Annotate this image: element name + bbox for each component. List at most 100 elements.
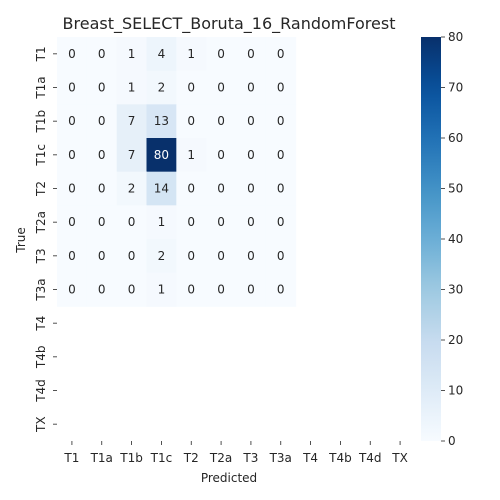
cell-value-label: 0 [217,47,225,61]
cell-value-label: 0 [277,215,285,229]
cell-value-label: 0 [277,148,285,162]
heatmap-cell [176,37,207,72]
cell-value-label: 14 [154,182,169,196]
cell-value-label: 0 [277,47,285,61]
cell-value-label: 0 [277,182,285,196]
heatmap-cell [206,104,237,139]
heatmap-cell [116,239,147,274]
cell-value-label: 0 [98,114,106,128]
x-tick-label: T1c [150,451,173,465]
heatmap-cell [57,70,88,105]
cell-value-label: 0 [187,283,195,297]
heatmap-cell [206,37,237,72]
heatmap-cell [236,205,267,240]
heatmap-cell [176,171,207,206]
heatmap-cell [265,272,297,307]
cell-value-label: 0 [68,249,76,263]
heatmap-cell [116,138,147,173]
heatmap-cell [206,70,237,105]
cell-value-label: 0 [128,283,136,297]
heatmap-cell [86,239,118,274]
heatmap-cell [146,138,177,173]
cell-value-label: 0 [247,148,255,162]
cell-value-label: 7 [128,114,136,128]
heatmap-cell [116,205,147,240]
y-axis-ticks: T1 T1a T1b T1c T2 T2a T3 T3a T4 T4b T4d TX [34,46,57,433]
cell-value-label: 0 [217,249,225,263]
cell-value-label: 0 [277,249,285,263]
colorbar-tick-label: 30 [448,283,463,297]
x-tick-label: T4b [328,451,352,465]
y-tick-label: T2a [34,211,48,234]
heatmap-cell [116,104,147,139]
heatmap-cell [86,138,118,173]
heatmap-cell [146,171,177,206]
x-tick-label: T4d [358,451,382,465]
cell-value-label: 0 [247,249,255,263]
heatmap-cell [86,205,118,240]
x-tick-label: T2a [209,451,232,465]
heatmap-cell [146,239,177,274]
heatmap-cell [206,272,237,307]
cell-value-label: 4 [158,47,166,61]
heatmap-cell [176,104,207,139]
heatmap-cell [176,138,207,173]
x-tick-label: T3 [242,451,258,465]
heatmap-cell [265,171,297,206]
cell-value-label: 0 [217,283,225,297]
heatmap-cell [265,138,297,173]
heatmap-cell [236,239,267,274]
cell-value-label: 0 [98,81,106,95]
heatmap-cell [57,138,88,173]
heatmap-cell [146,37,177,72]
y-axis-label: True [14,227,28,254]
cell-value-label: 0 [217,148,225,162]
heatmap-cell [236,70,267,105]
heatmap-cell [57,171,88,206]
cell-value-labels: 0 0 1 4 1 0 0 00 0 1 2 0 0 0 00 0 7 13 0 0 0 00 0 7 80 1 0 0 00 0 2 14 0… [68,47,284,297]
heatmap-cell [57,272,88,307]
colorbar-tick-label: 80 [448,30,463,44]
heatmap-cell [176,205,207,240]
cell-value-label: 7 [128,148,136,162]
heatmap-cell [146,272,177,307]
cell-value-label: 0 [68,182,76,196]
heatmap-cell [236,272,267,307]
heatmap-cell [176,70,207,105]
y-tick-label: T1 [34,46,48,62]
x-tick-label: T1 [63,451,79,465]
x-tick-label: T3a [269,451,292,465]
heatmap-cell [57,205,88,240]
cell-value-label: 2 [128,182,136,196]
heatmap-cell [116,272,147,307]
cell-value-label: 1 [158,215,166,229]
cell-value-label: 0 [128,215,136,229]
cell-value-label: 0 [217,182,225,196]
cell-value-label: 80 [154,148,169,162]
cell-value-label: 0 [98,215,106,229]
cell-value-label: 0 [98,283,106,297]
heatmap-cell [116,171,147,206]
heatmap-cell [146,205,177,240]
heatmap-cell [146,70,177,105]
heatmap-cell [206,138,237,173]
cell-value-label: 0 [98,148,106,162]
cell-value-label: 0 [68,148,76,162]
y-tick-label: T4 [34,316,48,332]
cell-value-label: 1 [158,283,166,297]
cell-value-label: 0 [247,182,255,196]
heatmap-cell [206,205,237,240]
heatmap-cell [146,104,177,139]
cell-value-label: 0 [217,215,225,229]
cell-value-label: 0 [187,182,195,196]
cell-value-label: 13 [154,114,169,128]
cell-value-label: 0 [98,47,106,61]
heatmap-cell [116,70,147,105]
colorbar: 0 10 20 30 40 50 60 70 80 [421,30,463,448]
heatmap-cell [57,239,88,274]
y-tick-label: TX [34,416,48,433]
cell-value-label: 0 [98,249,106,263]
cell-value-label: 0 [187,81,195,95]
cell-value-label: 0 [68,47,76,61]
